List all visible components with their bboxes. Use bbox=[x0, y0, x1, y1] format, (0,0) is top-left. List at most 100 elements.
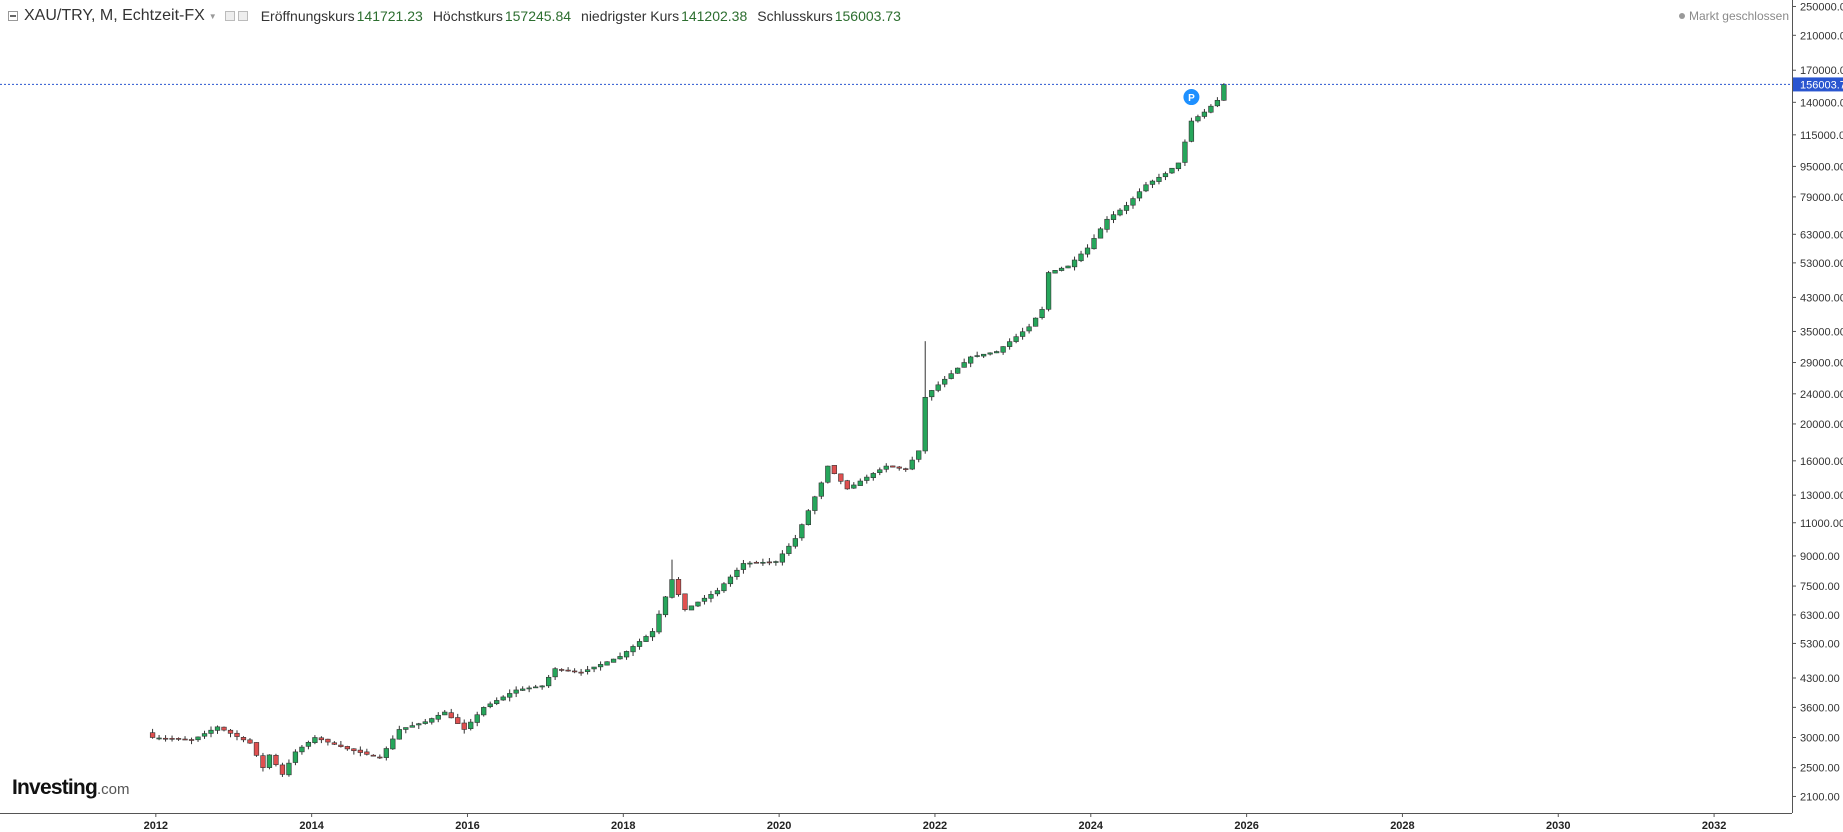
candle-body bbox=[325, 738, 331, 743]
candle-body bbox=[643, 636, 649, 642]
y-tick-label: 29000.00 bbox=[1800, 358, 1843, 370]
candle-body bbox=[792, 538, 798, 547]
candle-body bbox=[500, 696, 506, 701]
y-tick-label: 43000.00 bbox=[1800, 292, 1843, 304]
candle-body bbox=[571, 670, 578, 673]
event-marker[interactable] bbox=[1183, 89, 1200, 106]
last-price-tag bbox=[1793, 77, 1843, 92]
candle-body bbox=[253, 742, 260, 756]
collapse-icon[interactable] bbox=[8, 11, 18, 21]
candle-body bbox=[240, 737, 247, 741]
candle-body bbox=[688, 605, 695, 611]
y-tick-label: 170000.00 bbox=[1800, 65, 1843, 77]
candle-body bbox=[1175, 162, 1182, 170]
candle-body bbox=[1149, 180, 1156, 185]
y-tick-label: 5300.00 bbox=[1800, 638, 1840, 650]
y-tick-label: 4300.00 bbox=[1800, 673, 1840, 685]
x-tick-label: 2028 bbox=[1390, 820, 1414, 832]
candle-body bbox=[344, 746, 350, 750]
candle-body bbox=[955, 367, 961, 374]
candle-body bbox=[649, 631, 656, 638]
candle-body bbox=[318, 737, 325, 741]
candle-body bbox=[1097, 228, 1104, 239]
candle-body bbox=[610, 658, 617, 663]
event-marker-label: P bbox=[1188, 93, 1195, 104]
status-dot-icon bbox=[1678, 13, 1685, 19]
y-tick-label: 115000.00 bbox=[1800, 130, 1843, 142]
settings-icon[interactable] bbox=[224, 11, 235, 21]
candle-body bbox=[175, 738, 182, 740]
candle-body bbox=[383, 748, 389, 758]
candle-body bbox=[695, 601, 701, 607]
candle-body bbox=[1208, 105, 1214, 113]
candle-body bbox=[331, 742, 338, 745]
candles-layer bbox=[149, 83, 1227, 777]
candle-body bbox=[422, 721, 428, 724]
candle-body bbox=[357, 749, 363, 753]
candle-body bbox=[1104, 218, 1110, 230]
high-value: 157245.84 bbox=[504, 8, 572, 24]
y-tick-label: 140000.00 bbox=[1800, 97, 1843, 109]
candle-body bbox=[552, 668, 558, 678]
market-status: Markt geschlossen bbox=[1678, 9, 1789, 23]
open-value: 141721.23 bbox=[356, 8, 423, 24]
candle-body bbox=[669, 579, 675, 598]
candle-body bbox=[1143, 184, 1149, 192]
candle-body bbox=[1065, 265, 1071, 269]
candle-body bbox=[591, 666, 597, 670]
candle-body bbox=[890, 465, 896, 468]
logo-suffix: .com bbox=[96, 781, 130, 798]
candle-body bbox=[377, 756, 383, 759]
y-tick-label: 20000.00 bbox=[1800, 419, 1843, 431]
x-tick-label: 2014 bbox=[299, 820, 324, 832]
candle-body bbox=[1110, 214, 1117, 220]
candle-body bbox=[266, 754, 273, 768]
candle-body bbox=[312, 737, 318, 744]
candle-body bbox=[156, 737, 162, 740]
investing-logo: Investing.com bbox=[12, 776, 130, 800]
x-tick-label: 2032 bbox=[1702, 820, 1726, 832]
candle-body bbox=[221, 726, 227, 731]
x-tick-label: 2022 bbox=[923, 820, 947, 832]
candle-body bbox=[974, 355, 980, 357]
candle-body bbox=[786, 545, 792, 554]
candle-body bbox=[1156, 176, 1162, 182]
candle-body bbox=[909, 459, 915, 470]
close-icon[interactable] bbox=[237, 11, 248, 21]
chart-header: XAU/TRY, M, Echtzeit-FX ▼ Eröffnungskurs… bbox=[0, 0, 1790, 32]
chevron-down-icon[interactable]: ▼ bbox=[208, 11, 217, 21]
candle-body bbox=[546, 676, 552, 687]
candle-body bbox=[409, 725, 415, 728]
y-tick-label: 7500.00 bbox=[1800, 581, 1840, 593]
candle-body bbox=[396, 729, 402, 740]
candle-body bbox=[747, 562, 753, 565]
low-value: 141202.38 bbox=[681, 8, 748, 24]
candle-body bbox=[1026, 326, 1032, 332]
candle-body bbox=[981, 353, 987, 357]
candle-body bbox=[351, 748, 357, 752]
x-tick-label: 2026 bbox=[1234, 820, 1258, 832]
y-tick-label: 24000.00 bbox=[1800, 389, 1843, 401]
candle-body bbox=[1182, 141, 1188, 163]
candle-body bbox=[727, 576, 734, 585]
candle-body bbox=[162, 737, 169, 740]
candle-body bbox=[364, 751, 370, 755]
symbol-title[interactable]: XAU/TRY, M, Echtzeit-FX bbox=[24, 7, 205, 24]
candle-body bbox=[597, 664, 604, 668]
y-tick-label: 9000.00 bbox=[1800, 551, 1840, 563]
candle-body bbox=[831, 465, 837, 474]
candle-body bbox=[935, 384, 941, 391]
y-axis: 250000.00 210000.00 170000.00 140000.00 1150… bbox=[1792, 0, 1843, 813]
candle-body bbox=[825, 465, 831, 483]
candle-body bbox=[195, 736, 201, 741]
candle-body bbox=[539, 685, 545, 688]
candle-body bbox=[442, 711, 448, 716]
candle-body bbox=[584, 669, 591, 672]
candle-body bbox=[961, 362, 967, 368]
overlay-layer: 156003.73 P bbox=[0, 77, 1843, 106]
candle-body bbox=[818, 482, 824, 497]
candle-body bbox=[994, 351, 1000, 354]
candle-body bbox=[760, 561, 766, 564]
candle-body bbox=[799, 524, 805, 539]
